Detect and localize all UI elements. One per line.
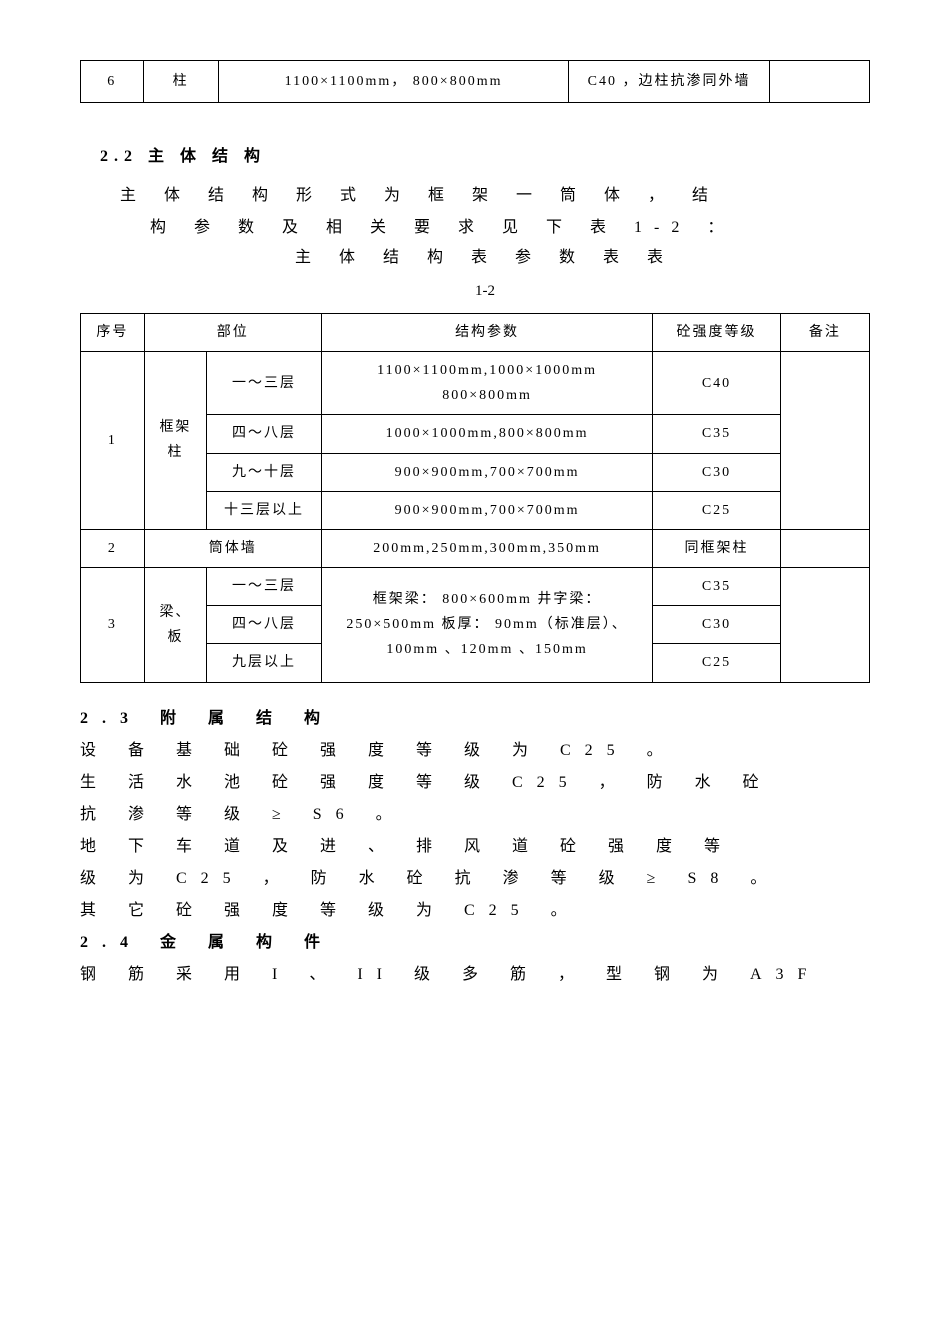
table-header-row: 序号 部位 结构参数 砼强度等级 备注	[81, 313, 870, 351]
cell-sub: 十三层以上	[207, 491, 322, 529]
cell-params: 900×900mm,700×700mm	[321, 491, 652, 529]
header-part: 部位	[144, 313, 321, 351]
cell-seq: 6	[81, 61, 144, 103]
cell-sub: 四～八层	[207, 415, 322, 453]
header-grade: 砼强度等级	[653, 313, 780, 351]
cell-sub: 一～三层	[207, 568, 322, 606]
cell-params: 900×900mm,700×700mm	[321, 453, 652, 491]
cell-seq: 2	[81, 529, 145, 567]
cell-part: 柱	[143, 61, 218, 103]
section-23-line: 地 下 车 道 及 进 、 排 风 道 砼 强 度 等	[80, 831, 870, 863]
cell-grade: C25	[653, 644, 780, 682]
cell-grade: 同框架柱	[653, 529, 780, 567]
cell-note	[769, 61, 869, 103]
cell-params: 1100×1100mm， 800×800mm	[218, 61, 569, 103]
table-2: 序号 部位 结构参数 砼强度等级 备注 1 框架柱 一～三层 1100×1100…	[80, 313, 870, 683]
cell-grade: C30	[653, 453, 780, 491]
cell-seq: 3	[81, 568, 145, 683]
section-24-line: 钢 筋 采 用 I 、 II 级 多 筋 ， 型 钢 为 A3F	[80, 959, 870, 991]
cell-grade: C30	[653, 606, 780, 644]
table-2-number: 1-2	[100, 278, 870, 305]
section-22-line1: 主 体 结 构 形 式 为 框 架 一 筒 体 ， 结	[100, 180, 870, 212]
table-row: 6 柱 1100×1100mm， 800×800mm C40 ，边柱抗渗同外墙	[81, 61, 870, 103]
section-23-line: 级 为 C25 ， 防 水 砼 抗 渗 等 级 ≥ S8 。	[80, 863, 870, 895]
cell-grade: C35	[653, 568, 780, 606]
cell-params: 1100×1100mm,1000×1000mm 800×800mm	[321, 351, 652, 414]
header-seq: 序号	[81, 313, 145, 351]
section-22-line2: 构 参 数 及 相 关 要 求 见 下 表 1-2 ：	[100, 212, 870, 244]
cell-sub: 九～十层	[207, 453, 322, 491]
table-row: 3 梁、板 一～三层 框架梁： 800×600mm 井字梁： 250×500mm…	[81, 568, 870, 606]
cell-params: 1000×1000mm,800×800mm	[321, 415, 652, 453]
table-row: 2 筒体墙 200mm,250mm,300mm,350mm 同框架柱	[81, 529, 870, 567]
section-22-title: 2.2 主 体 结 构	[100, 143, 870, 172]
header-params: 结构参数	[321, 313, 652, 351]
cell-part1: 筒体墙	[144, 529, 321, 567]
section-23-line: 抗 渗 等 级 ≥ S6 。	[80, 799, 870, 831]
cell-note	[780, 568, 869, 683]
cell-grade: C25	[653, 491, 780, 529]
table-2-caption: 主 体 结 构 表 参 数 表 表	[100, 244, 870, 273]
cell-grade: C40	[653, 351, 780, 414]
cell-sub: 四～八层	[207, 606, 322, 644]
section-24-title: 2.4 金 属 构 件	[80, 927, 870, 959]
cell-note	[780, 351, 869, 529]
cell-part1: 梁、板	[144, 568, 206, 683]
section-23-title: 2.3 附 属 结 构	[80, 710, 334, 727]
cell-sub: 一～三层	[207, 351, 322, 414]
section-23-line: 其 它 砼 强 度 等 级 为 C25 。	[80, 895, 870, 927]
cell-sub: 九层以上	[207, 644, 322, 682]
cell-part1: 框架柱	[144, 351, 206, 529]
table-1-fragment: 6 柱 1100×1100mm， 800×800mm C40 ，边柱抗渗同外墙	[80, 60, 870, 103]
cell-note	[780, 529, 869, 567]
cell-grade: C40 ，边柱抗渗同外墙	[569, 61, 769, 103]
header-note: 备注	[780, 313, 869, 351]
section-23-line: 生 活 水 池 砼 强 度 等 级 C25 ， 防 水 砼	[80, 767, 870, 799]
cell-params-combined: 框架梁： 800×600mm 井字梁： 250×500mm 板厚： 90mm（标…	[321, 568, 652, 683]
section-23-line: 设 备 基 础 砼 强 度 等 级 为 C25 。	[80, 735, 870, 767]
table-row: 1 框架柱 一～三层 1100×1100mm,1000×1000mm 800×8…	[81, 351, 870, 414]
cell-seq: 1	[81, 351, 145, 529]
cell-params: 200mm,250mm,300mm,350mm	[321, 529, 652, 567]
cell-grade: C35	[653, 415, 780, 453]
